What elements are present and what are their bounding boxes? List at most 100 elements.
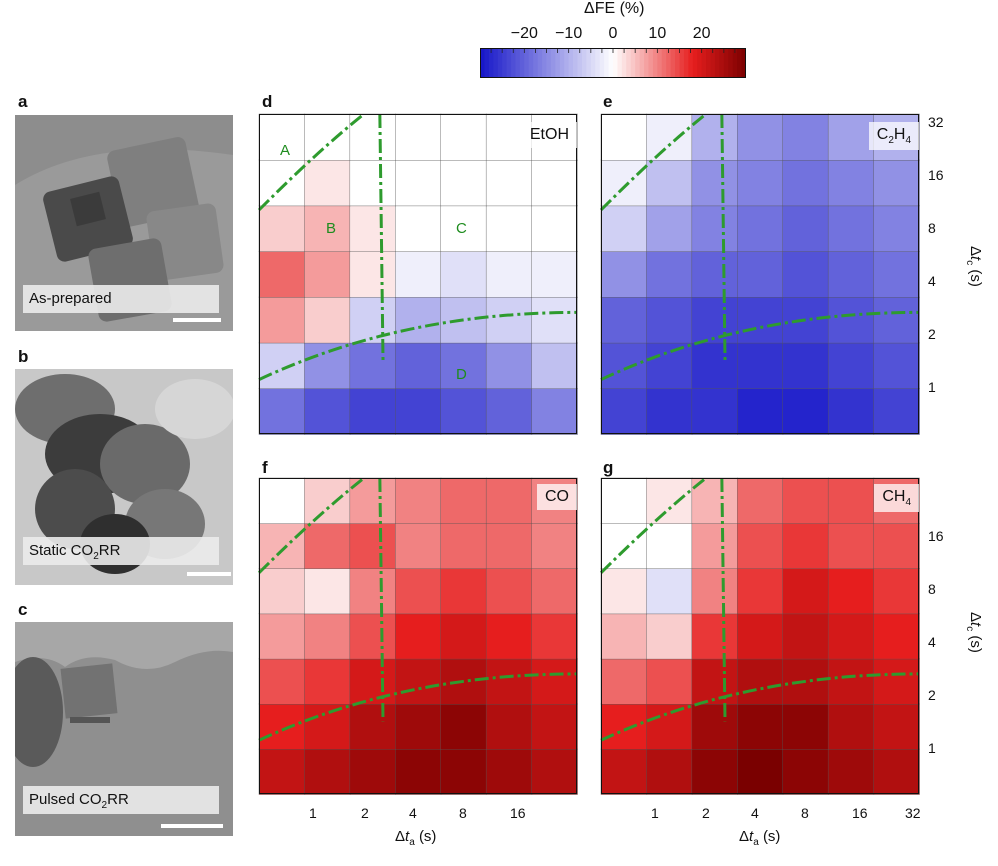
heatmap-cell (258, 522, 306, 569)
heatmap-cell (349, 113, 396, 161)
heatmap-cell (646, 388, 693, 435)
heatmap-cell (395, 522, 442, 569)
colorbar-segment (484, 48, 490, 78)
heatmap-cell (782, 250, 829, 298)
heatmap-cell (258, 748, 306, 795)
heatmap-cell (485, 388, 533, 435)
x-tick-label: 1 (651, 805, 659, 821)
colorbar-segment (675, 48, 681, 78)
heatmap-cell (737, 613, 784, 660)
tem-image-c: Pulsed CO2RR (15, 622, 233, 836)
tem-caption-c: Pulsed CO2RR (23, 786, 219, 814)
y-axis-label-bottom: Δtc (s) (964, 612, 984, 653)
heatmap-cell (440, 748, 487, 795)
heatmap-cell (873, 748, 920, 795)
x-tick-label: 1 (309, 805, 317, 821)
heatmap-cell (304, 522, 351, 569)
heatmap-cell (395, 748, 442, 795)
regime-boundary-line (257, 112, 365, 212)
heatmap-cell (531, 159, 578, 207)
heatmap-cell (873, 250, 920, 298)
heatmap-cell (600, 522, 648, 569)
colorbar-segment (666, 48, 672, 78)
heatmap-cell (691, 748, 738, 795)
heatmap-e: C2H4 (599, 112, 920, 435)
heatmap-cell (873, 159, 920, 207)
panel-label-f: f (262, 458, 268, 477)
heatmap-cell (395, 613, 442, 660)
heatmap-cell (737, 748, 784, 795)
tem-caption-a: As-prepared (23, 285, 219, 313)
colorbar-segment (670, 48, 676, 78)
heatmap-cell (349, 703, 396, 750)
heatmap-cell (258, 342, 306, 389)
colorbar-tick-label: −10 (555, 25, 583, 42)
heatmap-cell (827, 658, 875, 705)
heatmap-cell (782, 568, 829, 615)
panel-label-e: e (603, 92, 613, 111)
colorbar-segment (679, 48, 685, 78)
scale-bar-b (187, 572, 231, 576)
heatmap-cell (349, 250, 396, 298)
heatmap-cell (600, 205, 648, 252)
heatmap-cell (827, 342, 875, 389)
colorbar-segment (590, 48, 596, 78)
heatmap-cell (782, 703, 829, 750)
regime-boundary-line (600, 310, 920, 381)
colorbar-segment (581, 48, 587, 78)
heatmap-cell (440, 613, 487, 660)
heatmap-cell (258, 159, 306, 207)
heatmap-cell (531, 296, 578, 344)
heatmap-cell (258, 568, 306, 615)
colorbar-segment (701, 48, 707, 78)
colorbar-segment (657, 48, 663, 78)
colorbar-segment (493, 48, 499, 78)
heatmap-cell (485, 613, 533, 660)
heatmap-cell (782, 522, 829, 569)
regime-boundary-line (257, 476, 365, 574)
heatmap-cell (304, 388, 351, 435)
colorbar-segment (608, 48, 614, 78)
heatmap-cell (485, 477, 533, 524)
heatmap-cell (737, 296, 784, 344)
colorbar-segment (502, 48, 508, 78)
heatmap-cell (349, 477, 396, 524)
colorbar-segment (719, 48, 725, 78)
heatmap-cell (827, 703, 875, 750)
heatmap-cell (646, 703, 693, 750)
heatmap-cell (304, 250, 351, 298)
x-tick-label: 16 (852, 805, 868, 821)
heatmap-cell (440, 205, 487, 252)
colorbar-segment (648, 48, 654, 78)
heatmap-cell (531, 522, 578, 569)
x-tick-label: 8 (459, 805, 467, 821)
scale-bar-a (173, 318, 221, 322)
heatmap-cell (827, 296, 875, 344)
heatmap-cell (691, 388, 738, 435)
heatmap-cell (737, 658, 784, 705)
heatmap-cell (304, 568, 351, 615)
heatmap-cell (395, 250, 442, 298)
heatmap-cell (646, 522, 693, 569)
heatmap-cell (440, 522, 487, 569)
heatmap-g: CH4 (599, 476, 920, 795)
x-tick-label: 4 (409, 805, 417, 821)
heatmap-cell (258, 296, 306, 344)
colorbar-segment (550, 48, 556, 78)
heatmap-cell (258, 388, 306, 435)
heatmap-cell (531, 658, 578, 705)
heatmap-cell (349, 342, 396, 389)
y-tick-label: 32 (928, 114, 944, 130)
heatmap-cell (873, 388, 920, 435)
heatmap-cell (258, 205, 306, 252)
heatmap-cell (440, 477, 487, 524)
heatmap-cell (737, 522, 784, 569)
heatmap-cell (485, 522, 533, 569)
heatmap-cell (873, 568, 920, 615)
colorbar-tick-label: 20 (692, 25, 711, 42)
colorbar-segment (741, 48, 747, 78)
panel-label-b: b (18, 347, 29, 366)
heatmap-cell (485, 296, 533, 344)
heatmap-cell (646, 159, 693, 207)
region-label-b: B (326, 220, 337, 237)
